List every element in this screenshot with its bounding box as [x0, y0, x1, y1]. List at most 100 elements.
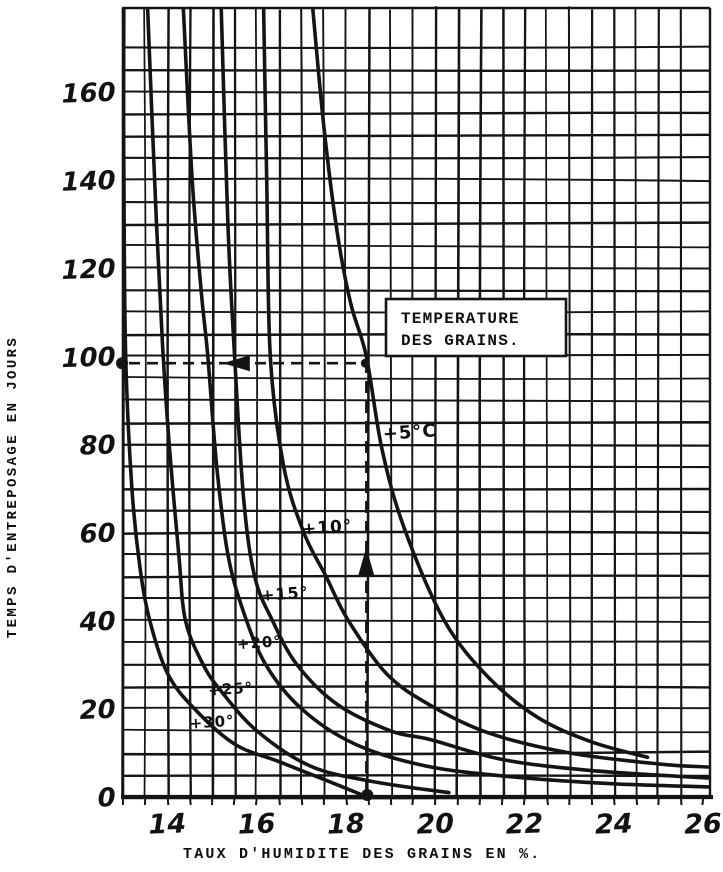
curve-10c: [261, 7, 710, 769]
grid-line-vertical: [679, 9, 683, 798]
y-tick-label: 120: [61, 254, 116, 286]
y-axis-title: TEMPS D'ENTREPOSAGE EN JOURS: [5, 336, 21, 638]
grid-line-horizontal: [122, 487, 711, 491]
y-tick-label: 160: [61, 78, 116, 110]
grid-line-horizontal: [122, 574, 711, 579]
grid-line-vertical: [344, 7, 347, 798]
grid-line-horizontal: [122, 398, 711, 403]
y-tick-label: 20: [79, 695, 116, 726]
grid-line-horizontal: [122, 244, 711, 249]
grid-line-horizontal: [122, 728, 711, 734]
x-tick-label: 24: [594, 808, 633, 840]
curve-20c: [181, 7, 710, 789]
x-axis-tick: [546, 796, 549, 806]
grid-line-vertical: [478, 9, 483, 798]
reading-guide: [116, 355, 375, 801]
x-tick-label: 18: [327, 808, 366, 840]
grid: [121, 6, 713, 806]
legend-text-line: TEMPERATURE: [401, 310, 520, 328]
grid-line-vertical: [299, 8, 304, 798]
grid-line-horizontal: [122, 90, 711, 94]
grid-line-horizontal: [122, 706, 711, 710]
x-tick-label: 14: [148, 808, 187, 840]
grid-line-horizontal: [122, 640, 711, 644]
x-tick-label: 20: [416, 808, 455, 840]
grid-line-horizontal: [122, 552, 711, 556]
y-tick-label: 100: [61, 342, 116, 374]
x-axis-tick: [478, 796, 482, 806]
temperature-curves: [122, 7, 710, 798]
x-axis-tick: [166, 796, 170, 806]
x-axis-tick: [254, 796, 258, 806]
up-arrowhead-icon: [358, 547, 375, 576]
x-axis-tick: [522, 796, 526, 806]
grid-line-horizontal: [122, 177, 711, 183]
x-axis-tick: [411, 796, 415, 806]
curve-label-5c: +5°C: [382, 420, 437, 445]
y-tick-label: 80: [79, 430, 116, 461]
y-tick-label: 140: [61, 166, 116, 198]
grid-line-horizontal: [122, 421, 711, 425]
grid-line-horizontal: [122, 45, 711, 49]
legend-box: [384, 297, 568, 358]
y-tick-label: 60: [79, 519, 116, 550]
grid-line-horizontal: [122, 266, 711, 270]
grid-line-vertical: [634, 7, 638, 798]
grid-line-horizontal: [122, 618, 711, 623]
grid-line-horizontal: [122, 69, 711, 72]
y-tick-label: 0: [97, 783, 116, 814]
grid-line-horizontal: [122, 465, 711, 469]
grid-line-horizontal: [122, 685, 711, 689]
x-axis-tick: [345, 796, 349, 806]
x-axis-tick: [232, 796, 236, 806]
grid-line-horizontal: [122, 376, 711, 380]
x-axis-tick: [635, 796, 639, 806]
grid-line-vertical: [433, 6, 438, 798]
curve-label-20c: +20°: [236, 632, 282, 653]
guide-dot: [360, 358, 370, 368]
legend-text-line: DES GRAINS.: [401, 332, 520, 350]
grid-line-horizontal: [122, 156, 711, 160]
grid-line-vertical: [143, 8, 147, 798]
grid-line-horizontal: [122, 111, 711, 116]
curve-30c: [122, 7, 366, 798]
grid-line-vertical: [567, 6, 572, 798]
grid-line-vertical: [455, 6, 461, 798]
x-tick-label: 16: [237, 808, 276, 840]
guide-dot: [361, 789, 374, 801]
curve-label-15c: +15°: [260, 583, 309, 605]
grid-line-vertical: [389, 9, 394, 798]
left-arrowhead-icon: [222, 355, 250, 372]
curve-15c: [219, 7, 710, 780]
grid-line-horizontal: [122, 530, 711, 535]
x-axis-tick: [701, 796, 705, 806]
guide-dot: [116, 357, 128, 370]
grid-line-horizontal: [122, 200, 711, 205]
curve-25c: [145, 7, 451, 795]
grid-line-horizontal: [122, 221, 711, 227]
x-axis-tick: [613, 796, 616, 806]
grid-line-vertical: [411, 6, 414, 798]
grid-line-vertical: [522, 8, 527, 798]
curve-label-25c: +25°: [208, 678, 254, 699]
grid-line-vertical: [254, 7, 258, 798]
x-axis-tick: [433, 796, 437, 806]
x-tick-label: 22: [505, 808, 544, 840]
x-axis-tick: [278, 796, 281, 806]
grid-line-horizontal: [122, 596, 711, 600]
grid-line-horizontal: [122, 509, 711, 513]
curve-label-10c: +10°: [301, 516, 353, 539]
grid-line-vertical: [366, 8, 371, 798]
curve-5c: [310, 7, 650, 760]
grid-line-vertical: [656, 7, 660, 798]
grid-line-horizontal: [122, 289, 711, 293]
x-axis-title: TAUX D'HUMIDITE DES GRAINS EN %.: [183, 846, 541, 863]
grid-line-vertical: [613, 7, 617, 798]
curve-label-30c: +30°: [189, 712, 235, 733]
grid-line-horizontal: [122, 443, 711, 447]
grid-line-horizontal: [122, 774, 711, 778]
x-axis-tick: [300, 796, 304, 806]
grid-line-horizontal: [122, 133, 711, 138]
x-axis-tick: [500, 796, 504, 806]
